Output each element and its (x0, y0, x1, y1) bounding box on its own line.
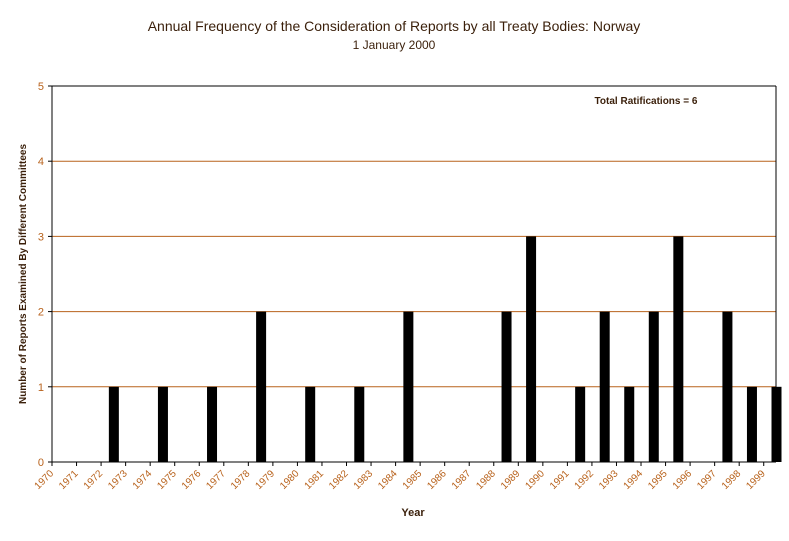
bar-1995 (673, 236, 684, 462)
x-tick-label: 1976 (180, 468, 204, 492)
bar-1982 (354, 386, 365, 462)
x-tick-label: 1993 (597, 468, 621, 492)
bar-1980 (305, 386, 316, 462)
bar-1991 (575, 386, 586, 462)
bar-1972 (108, 386, 119, 462)
bar-1988 (501, 311, 512, 462)
x-tick-label: 1984 (376, 468, 400, 492)
chart-subtitle: 1 January 2000 (353, 38, 436, 52)
bar-1993 (624, 386, 635, 462)
x-tick-label: 1995 (646, 468, 670, 492)
x-tick-label: 1970 (33, 468, 57, 492)
x-tick-label: 1974 (131, 468, 155, 492)
x-tick-label: 1987 (450, 468, 474, 492)
x-tick-label: 1986 (425, 468, 449, 492)
x-tick-label: 1975 (155, 468, 179, 492)
x-tick-label: 1999 (744, 468, 768, 492)
bar-1989 (526, 236, 537, 462)
x-tick-label: 1979 (253, 468, 277, 492)
annotation-total-ratifications: Total Ratifications = 6 (595, 96, 698, 107)
x-axis-label: Year (401, 507, 425, 519)
y-tick-label: 2 (38, 307, 44, 319)
x-tick-labels: 1970 1971 1972 1973 1974 1975 1976 1977 1978 1979… (33, 468, 769, 492)
x-tick-label: 1980 (278, 468, 302, 492)
bar-1978 (256, 311, 267, 462)
y-axis-label: Number of Reports Examined By Different … (18, 144, 29, 404)
x-tick-label: 1983 (352, 468, 376, 492)
x-tick-label: 1985 (401, 468, 425, 492)
bar-1974 (157, 386, 168, 462)
x-tick-label: 1989 (499, 468, 523, 492)
x-tick-label: 1972 (82, 468, 106, 492)
y-tick-label: 4 (38, 156, 44, 168)
x-tick-label: 1991 (548, 468, 572, 492)
x-tick-label: 1998 (720, 468, 744, 492)
x-tick-label: 1992 (573, 468, 597, 492)
bar-1997 (722, 311, 733, 462)
x-tick-label: 1994 (622, 468, 646, 492)
chart-title: Annual Frequency of the Consideration of… (148, 18, 641, 34)
y-tick-label: 5 (38, 81, 44, 93)
gridlines (52, 85, 776, 388)
bar-1994 (648, 311, 659, 462)
axes (48, 85, 777, 466)
y-tick-label: 3 (38, 231, 44, 243)
x-tick-label: 1982 (327, 468, 351, 492)
y-tick-labels: 0 1 2 3 4 5 (38, 81, 44, 469)
x-tick-label: 1978 (229, 468, 253, 492)
x-tick-label: 1990 (523, 468, 547, 492)
bar-1976 (207, 386, 218, 462)
bar-1998 (746, 386, 757, 462)
x-tick-label: 1997 (695, 468, 719, 492)
bar-1992 (599, 311, 610, 462)
x-tick-label: 1973 (106, 468, 130, 492)
x-tick-label: 1981 (303, 468, 327, 492)
bars (108, 236, 782, 462)
y-tick-label: 0 (38, 457, 44, 469)
y-tick-label: 1 (38, 382, 44, 394)
x-tick-label: 1996 (671, 468, 695, 492)
x-tick-label: 1977 (204, 468, 228, 492)
x-tick-label: 1988 (474, 468, 498, 492)
x-tick-label: 1971 (57, 468, 81, 492)
bar-1984 (403, 311, 414, 462)
